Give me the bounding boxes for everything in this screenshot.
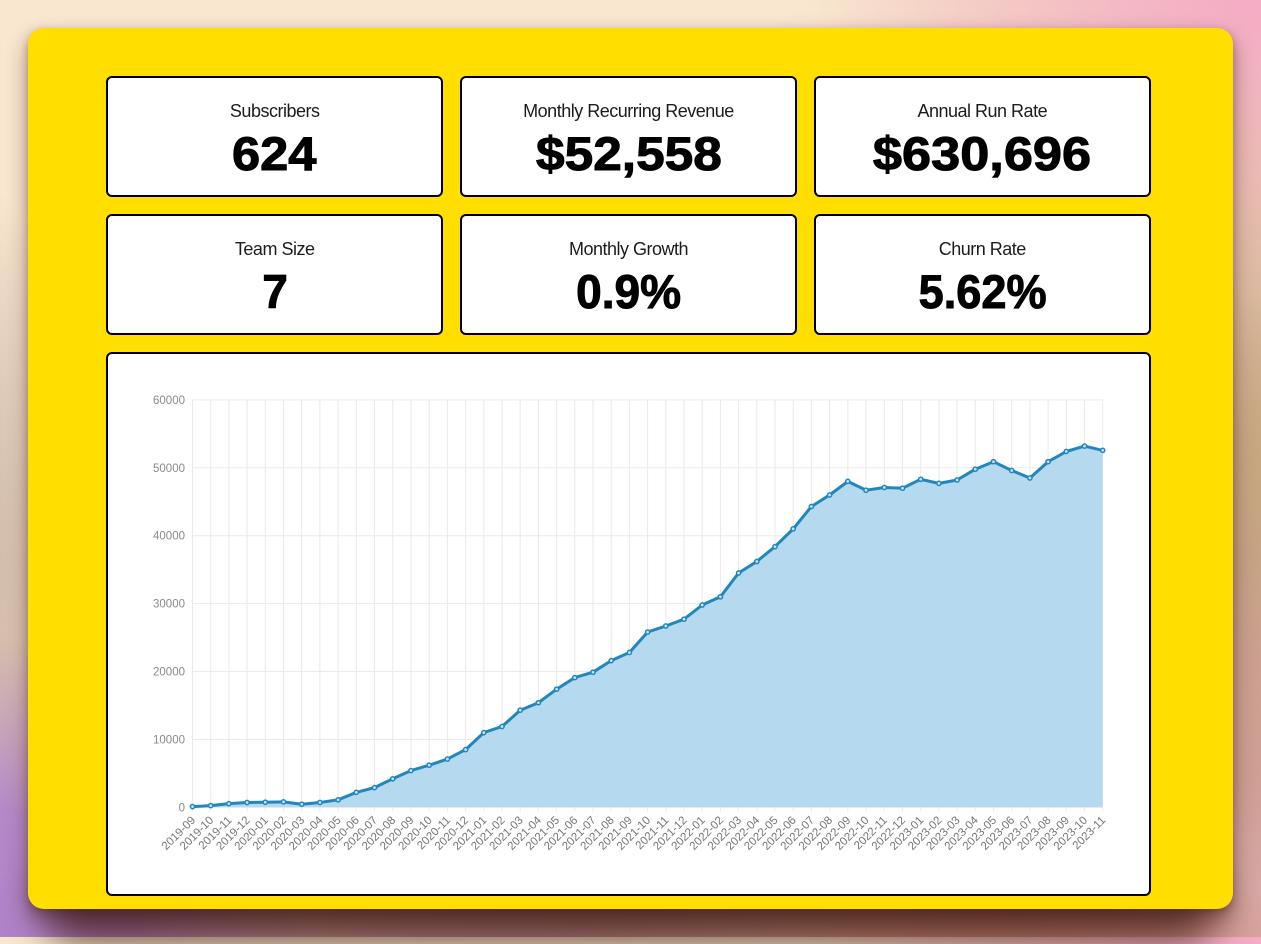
svg-text:40000: 40000 — [153, 531, 185, 543]
svg-text:10000: 10000 — [153, 735, 185, 747]
svg-text:60000: 60000 — [153, 395, 185, 407]
svg-text:30000: 30000 — [153, 599, 185, 611]
svg-text:50000: 50000 — [153, 463, 185, 475]
svg-text:20000: 20000 — [153, 667, 185, 679]
svg-text:0: 0 — [179, 802, 185, 814]
